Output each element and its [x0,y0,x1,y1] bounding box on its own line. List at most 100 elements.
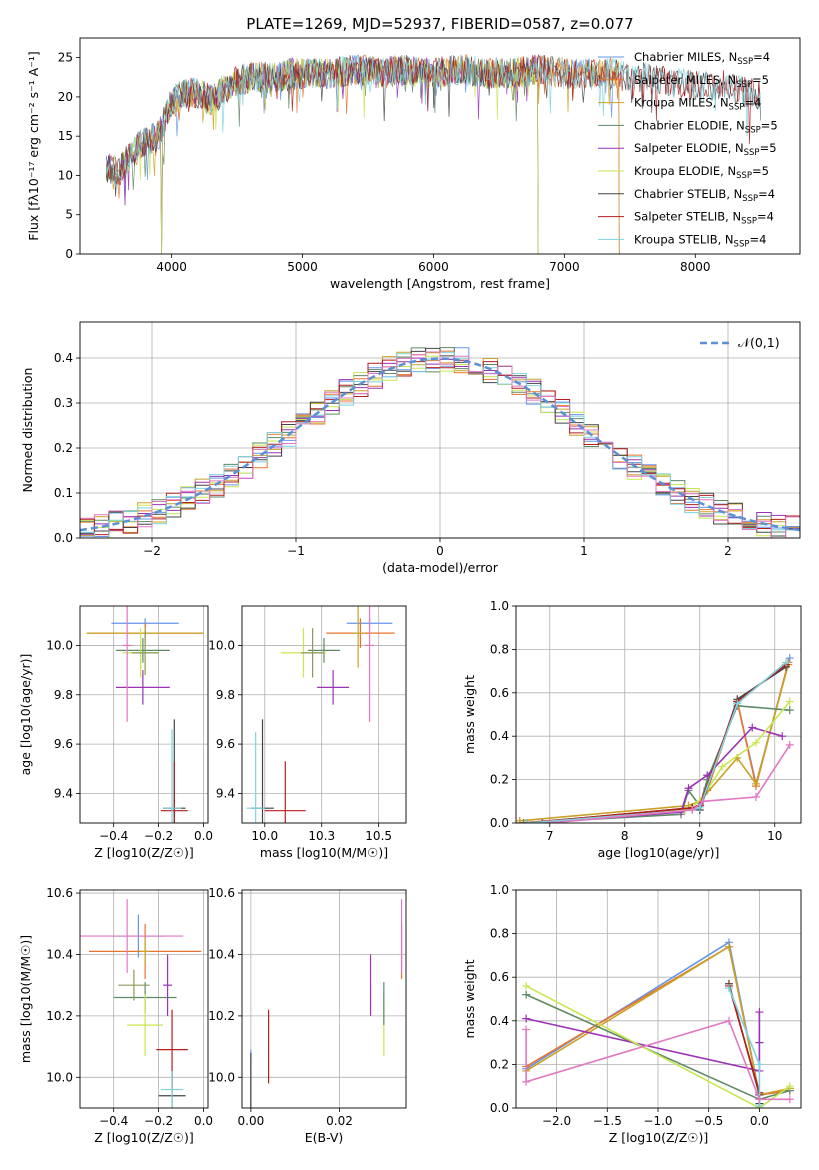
y-axis-label: Normed distribution [20,368,35,493]
x-axis-label: age [log10(age/yr)] [598,845,720,860]
legend-subscript: SSP [729,103,745,113]
plot-area [516,654,794,823]
plus-marker [752,779,760,788]
y-tick-label: 0.8 [490,927,509,941]
legend-count: =5 [761,118,778,132]
x-tick-label: −0.2 [144,1114,173,1128]
x-tick-label: 10 [767,829,782,843]
x-tick-label: −1.0 [643,1114,672,1128]
mass-weight-line [525,945,790,1096]
y-tick-label: 9.8 [216,688,235,702]
spectrum-line [105,54,762,188]
x-axis-label: Z [log10(Z/Z☉)] [609,1130,709,1145]
y-axis-label: mass [log10(M/M☉)] [18,935,33,1063]
x-tick-label: 0.02 [326,1114,353,1128]
x-tick-label: 9 [696,829,704,843]
plot-area [105,54,762,254]
legend-subscript: SSP [737,57,753,67]
legend-count: =4 [757,210,774,224]
plus-marker [752,738,760,747]
plus-marker [733,699,742,708]
plus-marker [785,697,794,706]
plus-marker [538,819,547,823]
mass-weight-line [523,704,790,823]
x-tick-label: 10.0 [251,829,278,843]
axes-frame [79,889,209,1109]
plus-marker [785,654,794,663]
axes-frame [241,605,407,824]
plus-marker [785,706,794,715]
legend-subscript: SSP [742,194,758,204]
mass-vs-metallicity-panel: −0.4 −0.2 0.0 10.0 10.2 10.4 10.6 Z [log10(Z/Z☉… [18,886,213,1145]
y-tick-label: 0.6 [490,686,509,700]
x-axis-label: (data-model)/error [382,560,499,575]
mass-weight-line [519,664,790,822]
plus-marker [785,1095,794,1104]
plus-marker [519,819,528,823]
spectrum-panel: 4000 5000 6000 7000 8000 0 5 10 15 20 25 wavelength… [26,37,801,291]
y-tick-label: 10.6 [208,886,235,900]
x-tick-label: 5000 [287,260,318,274]
y-tick-label: 0.8 [490,642,509,656]
legend-entry: Kroupa ELODIE, NSSP=5 [634,164,769,181]
y-tick-label: 0.0 [490,816,509,830]
histogram-steps [80,359,800,536]
y-tick-label: 25 [58,51,73,65]
spectrum-legend: Chabrier MILES, NSSP=4 Salpeter MILES, NS… [598,50,778,249]
y-tick-label: 10.6 [46,886,73,900]
y-tick-label: 0.6 [490,970,509,984]
x-tick-label: −0.4 [99,829,128,843]
y-tick-label: 0.2 [490,773,509,787]
y-tick-label: 10.2 [208,1009,235,1023]
legend-count: =5 [760,141,777,155]
x-tick-label: −2 [143,544,161,558]
x-axis-label: Z [log10(Z/Z☉)] [94,1130,194,1145]
plot-area [80,347,800,538]
y-tick-label: 0.4 [54,351,73,365]
plus-marker [748,723,757,732]
axes-frame [79,321,801,539]
x-tick-label: 2 [724,544,732,558]
legend-subscript: SSP [745,125,761,135]
axes-frame [515,605,802,824]
y-tick-label: 9.8 [54,688,73,702]
x-tick-label: 7 [546,829,554,843]
gaussian-curve [80,357,800,532]
age-vs-mass-panel: 10.0 10.3 10.5 9.4 9.6 9.8 10.0 mass [log10(M/M… [208,605,407,860]
x-tick-label: −1 [287,544,305,558]
y-tick-label: 0.3 [54,396,73,410]
x-tick-label: −0.5 [694,1114,723,1128]
x-tick-label: 6000 [418,260,449,274]
legend-count: =4 [744,96,761,110]
legend-entry: Chabrier ELODIE, NSSP=5 [634,118,778,135]
legend-subscript: SSP [736,171,752,181]
y-tick-label: 10 [58,168,73,182]
y-tick-label: 0.1 [54,486,73,500]
figure-title: PLATE=1269, MJD=52937, FIBERID=0587, z=0… [246,15,633,33]
x-tick-label: 4000 [156,260,187,274]
y-axis-label: mass weight [462,675,477,754]
y-tick-label: 0.0 [54,531,73,545]
y-tick-label: 9.6 [216,737,235,751]
plus-marker [778,732,787,741]
y-axis-label: age [log10(age/yr)] [18,654,33,776]
plus-marker [523,819,532,823]
x-tick-label: 10.3 [308,829,335,843]
plot-area [86,606,204,823]
axes-frame [79,605,209,824]
plus-marker [522,1025,531,1034]
y-tick-label: 5 [65,208,73,222]
y-axis-label: Flux [fλ10⁻¹⁷ erg cm⁻² s⁻¹ A⁻¹] [26,51,41,240]
legend-subscript: SSP [734,239,750,249]
legend-entry: Salpeter MILES, NSSP=5 [634,73,769,90]
massweight-vs-age-panel: 7 8 9 10 0.0 0.2 0.4 0.6 0.8 1.0 age [log10(age/yr… [462,599,802,860]
legend-entry: Kroupa STELIB, NSSP=4 [634,232,766,249]
axes-frame [241,889,407,1109]
plus-marker [724,942,733,951]
legend-entry: Chabrier MILES, NSSP=4 [634,50,770,67]
x-tick-label: −0.4 [99,1114,128,1128]
legend-count: =4 [758,187,775,201]
plus-marker [782,658,790,667]
y-tick-label: 10.0 [208,638,235,652]
